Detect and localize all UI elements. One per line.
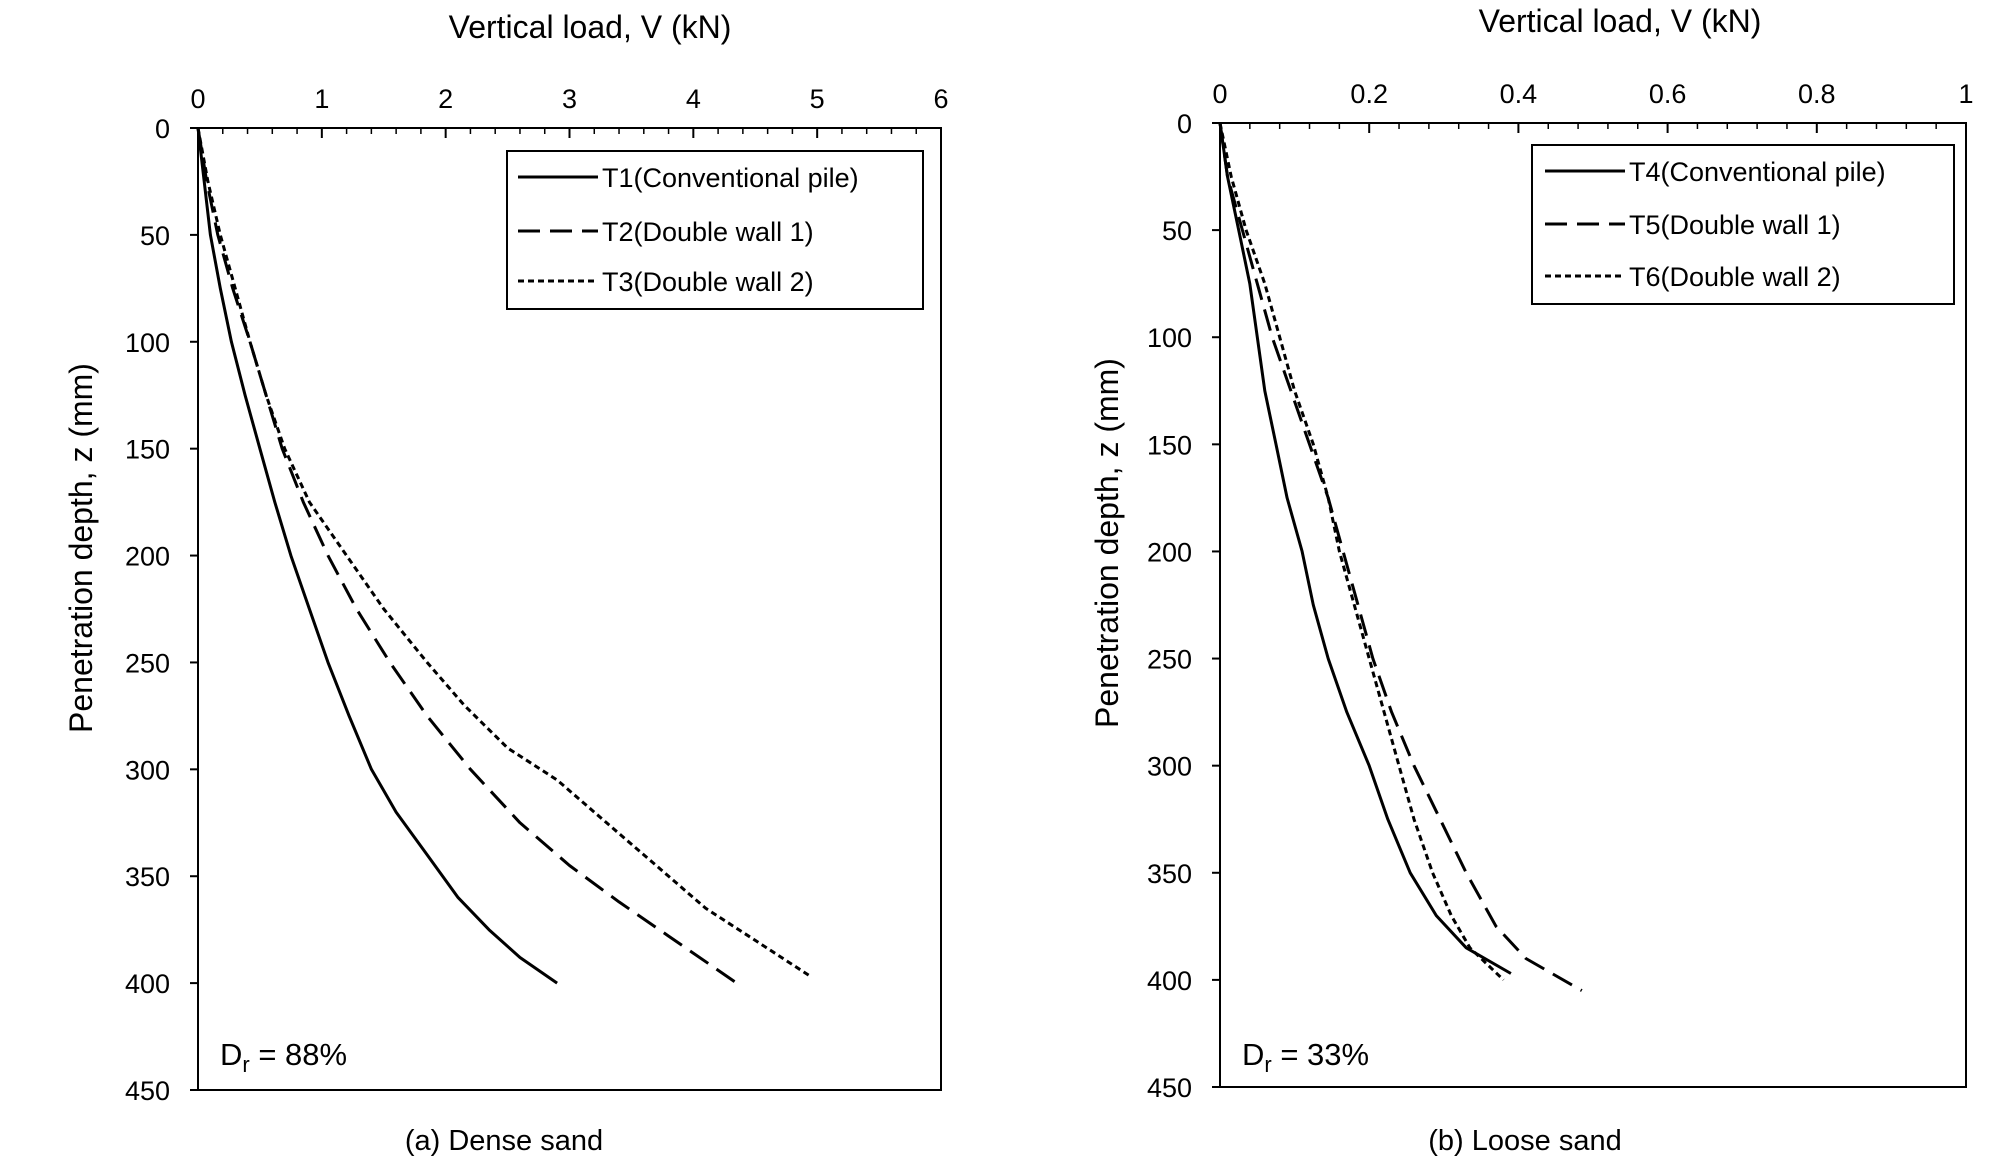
panel-caption: (a) Dense sand [405, 1125, 603, 1157]
axis-ticks: 0 0.2 0.4 0.6 0.8 1 0 50 100 150 200 250 300 350 400 45… [1147, 79, 1974, 1103]
y-tick-label: 150 [1147, 430, 1192, 460]
chart-panel-loose-sand: Vertical load, V (kN) Penetration depth,… [1089, 3, 1974, 1157]
y-tick-label: 200 [1147, 537, 1192, 567]
y-tick-label: 0 [1177, 109, 1192, 139]
y-tick-label: 300 [125, 755, 170, 785]
x-tick-label: 0.8 [1798, 79, 1836, 109]
plot-area-frame [1219, 122, 1967, 1088]
x-tick-label: 1 [314, 84, 329, 114]
legend-label-t1: T1(Conventional pile) [602, 163, 859, 193]
y-tick-label: 200 [125, 542, 170, 572]
legend-label-t5: T5(Double wall 1) [1629, 210, 1841, 240]
y-tick-label: 400 [125, 969, 170, 999]
x-tick-label: 0.6 [1649, 79, 1687, 109]
x-tick-label: 4 [686, 84, 701, 114]
legend-label-t4: T4(Conventional pile) [1629, 157, 1886, 187]
panel-caption: (b) Loose sand [1428, 1125, 1621, 1157]
x-tick-label: 2 [438, 84, 453, 114]
y-tick-label: 350 [125, 862, 170, 892]
y-tick-label: 50 [1162, 216, 1192, 246]
y-tick-label: 250 [125, 648, 170, 678]
x-tick-label: 0 [1212, 79, 1227, 109]
y-tick-label: 450 [125, 1076, 170, 1106]
x-tick-label: 0 [190, 84, 205, 114]
x-axis-title: Vertical load, V (kN) [1479, 3, 1762, 39]
series-line-t5 [1218, 122, 1583, 992]
chart-panel-dense-sand: Vertical load, V (kN) Penetration depth,… [63, 9, 949, 1157]
y-axis-title: Penetration depth, z (mm) [63, 363, 99, 733]
x-tick-label: 1 [1958, 79, 1973, 109]
series-line-t1 [196, 127, 558, 985]
legend-label-t2: T2(Double wall 1) [602, 217, 814, 247]
series-line-t4 [1218, 122, 1512, 975]
legend: T1(Conventional pile) T2(Double wall 1) … [506, 150, 924, 310]
plot-marks [196, 127, 812, 985]
legend-label-t3: T3(Double wall 2) [602, 267, 814, 297]
y-tick-label: 150 [125, 435, 170, 465]
y-tick-label: 350 [1147, 859, 1192, 889]
y-tick-label: 0 [155, 114, 170, 144]
y-tick-label: 100 [125, 328, 170, 358]
relative-density-annotation: Dr = 88% [220, 1037, 347, 1077]
y-tick-label: 100 [1147, 323, 1192, 353]
series-line-t3 [196, 127, 812, 978]
x-tick-label: 0.4 [1500, 79, 1538, 109]
y-tick-label: 50 [140, 221, 170, 251]
x-axis-title: Vertical load, V (kN) [449, 9, 732, 45]
plot-marks [1218, 122, 1583, 992]
legend-label-t6: T6(Double wall 2) [1629, 262, 1841, 292]
axis-ticks: 0 1 2 3 4 5 6 0 50 100 150 200 250 300 350 400 450 [125, 84, 949, 1106]
x-tick-label: 3 [562, 84, 577, 114]
x-tick-label: 5 [810, 84, 825, 114]
y-tick-label: 300 [1147, 752, 1192, 782]
relative-density-annotation: Dr = 33% [1242, 1037, 1369, 1077]
y-tick-label: 400 [1147, 966, 1192, 996]
y-axis-title: Penetration depth, z (mm) [1089, 358, 1125, 728]
y-tick-label: 250 [1147, 645, 1192, 675]
series-line-t6 [1218, 122, 1505, 981]
series-line-t2 [196, 127, 738, 985]
x-tick-label: 6 [933, 84, 948, 114]
y-tick-label: 450 [1147, 1073, 1192, 1103]
legend: T4(Conventional pile) T5(Double wall 1) … [1531, 144, 1955, 305]
x-tick-label: 0.2 [1350, 79, 1388, 109]
